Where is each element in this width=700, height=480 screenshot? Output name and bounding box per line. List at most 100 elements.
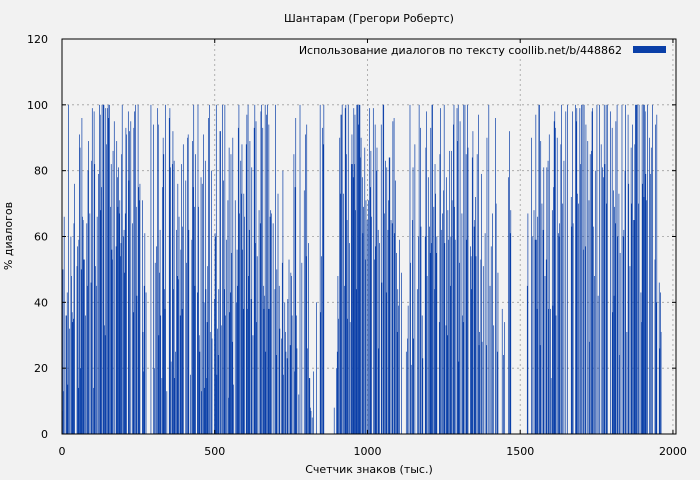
bar — [201, 391, 202, 434]
bar — [638, 104, 640, 434]
bar — [438, 322, 440, 434]
bar — [316, 302, 317, 434]
bar — [190, 374, 191, 434]
bar — [646, 200, 647, 434]
bar — [270, 213, 272, 434]
bar — [561, 104, 562, 434]
bar — [245, 144, 247, 434]
bar — [112, 259, 113, 434]
bar — [252, 335, 254, 434]
bar — [71, 312, 73, 434]
bar — [258, 210, 260, 434]
bar — [600, 144, 602, 434]
bar — [132, 312, 134, 434]
bar — [559, 223, 561, 434]
bar — [246, 114, 248, 435]
bar — [495, 203, 497, 434]
bar — [206, 322, 208, 434]
bar — [630, 147, 632, 435]
bar — [429, 252, 431, 434]
bar — [504, 322, 506, 434]
bar — [650, 147, 652, 435]
bar — [659, 348, 661, 434]
bar — [463, 104, 465, 434]
bar — [352, 177, 354, 434]
bar — [451, 200, 453, 434]
bar — [66, 292, 68, 434]
bar — [105, 144, 107, 434]
bar — [471, 157, 473, 434]
bar — [572, 111, 573, 435]
bar — [96, 216, 98, 434]
bar — [480, 259, 482, 434]
bar — [433, 206, 435, 434]
bar — [192, 141, 193, 435]
bar — [422, 358, 424, 434]
bar — [641, 104, 643, 434]
bar — [650, 173, 652, 434]
bar — [128, 180, 130, 434]
bar — [221, 325, 223, 435]
bar — [589, 341, 590, 434]
bar — [137, 104, 139, 434]
bar — [251, 167, 253, 435]
bar — [450, 236, 452, 434]
bar — [164, 308, 166, 434]
bar — [632, 124, 633, 434]
bar — [375, 246, 377, 435]
bar — [260, 111, 262, 435]
bar — [451, 150, 452, 435]
bar — [215, 104, 217, 434]
bar — [77, 387, 79, 434]
bar — [539, 345, 541, 435]
bar — [340, 114, 342, 435]
bar — [430, 127, 432, 435]
y-tick-label: 120 — [27, 33, 48, 46]
bar — [603, 104, 605, 434]
bar — [171, 164, 173, 434]
bar — [138, 187, 140, 435]
bar — [347, 318, 349, 434]
bar — [143, 371, 144, 434]
y-tick-label: 20 — [34, 362, 48, 375]
bar — [579, 108, 581, 435]
bar — [214, 299, 215, 434]
bar — [206, 378, 207, 434]
bar — [547, 160, 549, 435]
bar — [295, 118, 297, 434]
bar — [291, 276, 292, 434]
bar — [396, 252, 397, 434]
bar — [612, 312, 614, 434]
bar — [308, 378, 310, 434]
bar — [462, 322, 464, 434]
bar — [478, 114, 479, 435]
bar — [353, 108, 355, 435]
bar — [555, 127, 556, 435]
bar — [322, 127, 323, 435]
bar — [74, 183, 75, 434]
bar — [357, 104, 359, 434]
bar — [619, 355, 620, 434]
bar — [596, 104, 598, 434]
bar — [119, 200, 121, 434]
bar — [294, 371, 295, 434]
bar — [117, 206, 119, 434]
bar — [310, 410, 312, 434]
bar — [192, 187, 194, 435]
bar — [118, 213, 120, 434]
y-tick-label: 40 — [34, 296, 48, 309]
bar — [91, 160, 93, 435]
bar — [157, 108, 159, 435]
bar — [391, 223, 393, 434]
bar — [132, 223, 133, 434]
bar — [454, 239, 456, 434]
bar — [544, 276, 546, 434]
bar — [126, 134, 127, 434]
bar — [150, 104, 152, 434]
bar — [209, 104, 210, 434]
bar — [250, 299, 252, 434]
bar — [385, 292, 387, 434]
bar — [365, 259, 366, 434]
bar — [178, 216, 180, 434]
bar — [603, 177, 604, 434]
